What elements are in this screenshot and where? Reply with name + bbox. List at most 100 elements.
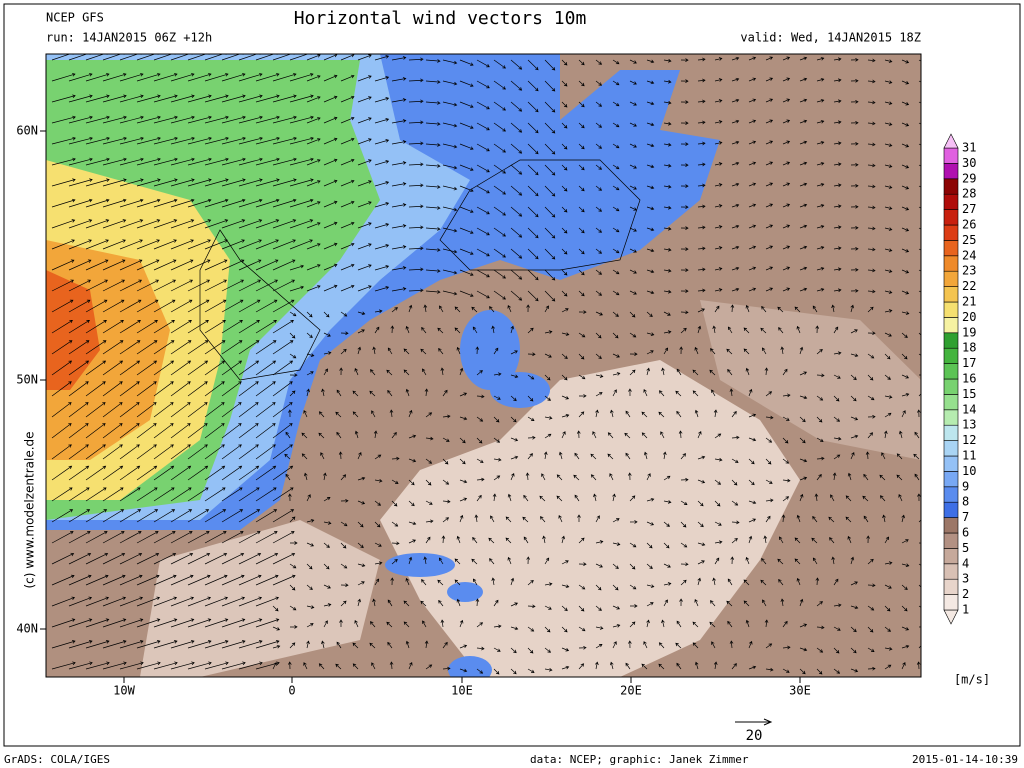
wind-vector: [578, 332, 586, 338]
model-name: NCEP GFS: [46, 11, 104, 25]
wind-vector: [170, 319, 192, 334]
wind-vector: [459, 392, 468, 397]
wind-vector: [187, 444, 208, 460]
wind-vector: [612, 269, 620, 275]
wind-vector: [405, 577, 410, 586]
wind-vector: [119, 319, 141, 334]
wind-vector: [561, 413, 570, 418]
wind-vector: [357, 75, 372, 82]
wind-vector: [578, 59, 585, 66]
colorbar-cell: [943, 486, 959, 503]
wind-vector: [136, 72, 161, 82]
wind-vector: [539, 516, 546, 523]
wind-vector: [255, 219, 280, 229]
wind-vector: [318, 432, 325, 439]
wind-vector: [867, 289, 876, 294]
wind-vector: [612, 389, 617, 397]
wind-vector: [799, 458, 808, 463]
wind-vector: [374, 55, 390, 61]
wind-vector: [289, 54, 312, 61]
wind-vector: [425, 248, 441, 252]
wind-vector: [743, 348, 750, 355]
wind-vector: [425, 227, 441, 231]
wind-vector: [850, 605, 859, 610]
wind-vector: [493, 668, 500, 675]
wind-vector: [646, 521, 655, 526]
wind-vector: [816, 203, 825, 208]
wind-vector: [561, 185, 568, 192]
wind-vector: [782, 77, 791, 82]
wind-vector: [187, 136, 212, 145]
wind-vector: [527, 59, 539, 71]
wind-vector: [340, 542, 347, 549]
wind-vector: [782, 437, 789, 444]
wind-vector: [476, 668, 484, 674]
wind-vector: [812, 305, 818, 313]
wind-vector: [544, 433, 552, 439]
wind-vector: [901, 269, 910, 274]
wind-vector: [527, 248, 539, 260]
wind-vector: [289, 642, 296, 649]
wind-vector: [918, 563, 921, 566]
colorbar-cell: [943, 347, 959, 364]
wind-vector: [833, 395, 840, 402]
wind-vector: [306, 54, 321, 61]
wind-vector: [629, 542, 637, 548]
wind-vector: [527, 604, 536, 609]
wind-vector: [85, 381, 106, 397]
wind-vector: [442, 437, 450, 442]
wind-vector: [136, 574, 160, 586]
wind-vector: [323, 137, 338, 145]
wind-vector: [68, 340, 90, 355]
wind-vector: [238, 596, 263, 607]
wind-vector: [187, 381, 208, 397]
wind-vector: [425, 479, 432, 486]
wind-vector: [901, 644, 910, 649]
wind-vector: [391, 432, 397, 439]
wind-vector: [420, 348, 427, 355]
wind-vector: [340, 563, 348, 569]
wind-vector: [255, 319, 277, 334]
wind-vector: [372, 598, 376, 607]
wind-vector: [408, 479, 415, 486]
wind-vector: [119, 640, 144, 649]
wind-vector: [170, 360, 192, 376]
wind-vector: [867, 205, 876, 210]
wind-vector: [748, 500, 757, 505]
wind-vector: [255, 340, 277, 355]
wind-vector: [357, 117, 372, 124]
wind-vector: [187, 178, 212, 187]
wind-vector: [595, 311, 604, 316]
wind-vector: [170, 259, 194, 271]
wind-vector: [221, 487, 243, 502]
wind-vector: [119, 402, 140, 418]
wind-vector: [306, 264, 321, 271]
lon-label: 10E: [451, 684, 473, 698]
wind-vector: [459, 416, 468, 421]
wind-vector: [544, 206, 556, 218]
wind-vector: [901, 227, 910, 232]
wind-vector: [68, 239, 92, 250]
wind-vector: [68, 552, 92, 565]
wind-vector: [663, 163, 672, 168]
wind-vector: [782, 140, 791, 145]
wind-vector: [918, 248, 921, 251]
wind-vector: [102, 54, 125, 61]
wind-vector: [238, 444, 259, 460]
wind-vector: [595, 122, 603, 128]
wind-vector: [221, 279, 245, 292]
wind-vector: [527, 647, 534, 654]
wind-vector: [578, 80, 585, 87]
wind-vector: [187, 487, 209, 502]
wind-vector: [714, 162, 723, 166]
wind-vector: [408, 120, 424, 125]
wind-vector: [221, 423, 242, 439]
wind-vector: [748, 640, 753, 649]
wind-vector: [918, 374, 921, 376]
wind-vector: [204, 552, 228, 565]
wind-vector: [272, 72, 297, 82]
wind-vector: [850, 57, 859, 62]
lat-label: 40N: [16, 622, 38, 636]
wind-vector: [884, 430, 888, 439]
wind-vector: [408, 99, 424, 104]
